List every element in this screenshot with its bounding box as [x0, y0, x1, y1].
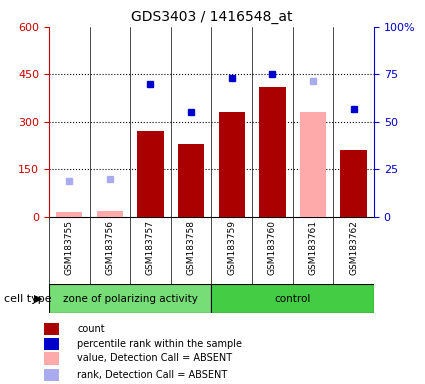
Text: count: count [77, 324, 105, 334]
Text: GSM183758: GSM183758 [187, 220, 196, 275]
Bar [96, 211, 123, 217]
Bar [211, 284, 374, 313]
Bar [137, 131, 164, 217]
Title: GDS3403 / 1416548_at: GDS3403 / 1416548_at [130, 10, 292, 25]
Text: GSM183761: GSM183761 [309, 220, 317, 275]
Bar [44, 353, 60, 364]
Text: control: control [275, 293, 311, 304]
Bar [300, 113, 326, 217]
Bar [218, 113, 245, 217]
Bar [44, 338, 60, 350]
Bar [44, 323, 60, 335]
Bar [178, 144, 204, 217]
Text: GSM183756: GSM183756 [105, 220, 114, 275]
Bar [259, 87, 286, 217]
Text: cell type: cell type [4, 293, 52, 304]
Text: GSM183760: GSM183760 [268, 220, 277, 275]
Text: percentile rank within the sample: percentile rank within the sample [77, 339, 242, 349]
Text: ▶: ▶ [34, 293, 42, 304]
Text: value, Detection Call = ABSENT: value, Detection Call = ABSENT [77, 353, 232, 364]
Bar [49, 284, 211, 313]
Text: rank, Detection Call = ABSENT: rank, Detection Call = ABSENT [77, 369, 227, 380]
Bar [340, 151, 367, 217]
Text: zone of polarizing activity: zone of polarizing activity [63, 293, 198, 304]
Text: GSM183755: GSM183755 [65, 220, 74, 275]
Text: GSM183759: GSM183759 [227, 220, 236, 275]
Bar [44, 369, 60, 381]
Text: GSM183757: GSM183757 [146, 220, 155, 275]
Bar [56, 212, 82, 217]
Text: GSM183762: GSM183762 [349, 220, 358, 275]
